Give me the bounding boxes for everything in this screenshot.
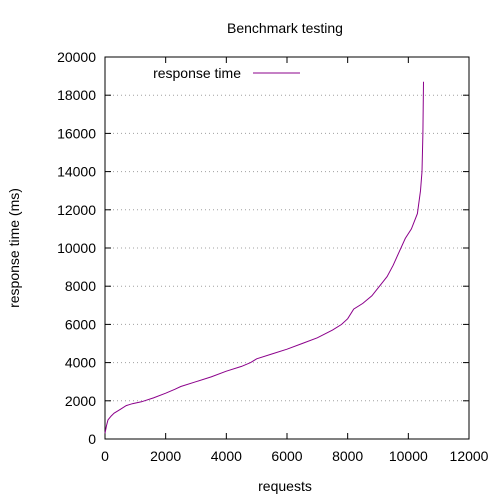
y-tick-label: 2000 (65, 393, 96, 409)
series-layer (104, 81, 424, 434)
x-tick-label: 0 (101, 448, 109, 464)
x-tick-label: 10000 (389, 448, 428, 464)
legend: response time (153, 65, 300, 81)
y-tick-label: 8000 (65, 278, 96, 294)
y-tick-label: 0 (88, 431, 96, 447)
legend-label: response time (153, 65, 241, 81)
axis-ticks: 0 2000 4000 6000 8000 10000 12000 14000 16000 180… (57, 49, 489, 464)
x-tick-label: 2000 (150, 448, 181, 464)
y-tick-label: 4000 (65, 355, 96, 371)
y-tick-label: 6000 (65, 316, 96, 332)
series-line-response-time (104, 81, 424, 434)
x-tick-label: 6000 (271, 448, 302, 464)
chart-title: Benchmark testing (227, 20, 343, 36)
x-tick-label: 12000 (450, 448, 489, 464)
plot-frame (104, 56, 470, 440)
y-axis-label: response time (ms) (6, 188, 22, 308)
x-axis-label: requests (258, 478, 312, 494)
x-tick-label: 8000 (332, 448, 363, 464)
x-tick-label: 4000 (211, 448, 242, 464)
y-tick-label: 18000 (57, 87, 96, 103)
y-tick-label: 14000 (57, 164, 96, 180)
grid-lines (105, 94, 469, 402)
y-tick-label: 20000 (57, 49, 96, 65)
y-tick-label: 16000 (57, 125, 96, 141)
y-tick-label: 10000 (57, 240, 96, 256)
y-tick-label: 12000 (57, 202, 96, 218)
